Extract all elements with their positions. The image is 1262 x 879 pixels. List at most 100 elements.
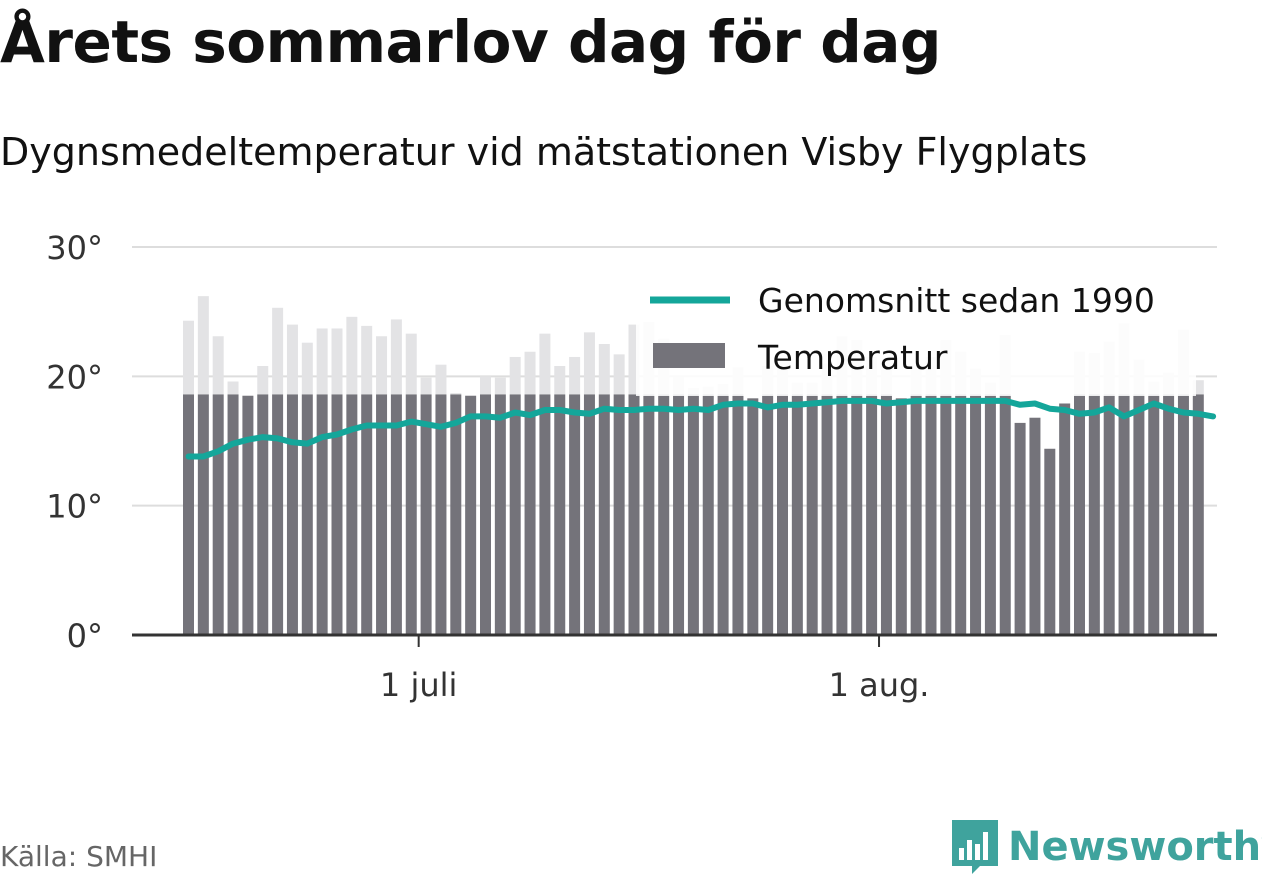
bar [955, 394, 967, 635]
bar-above-average [331, 328, 343, 395]
bar [301, 394, 313, 635]
bar [1059, 403, 1071, 635]
bar-above-average [583, 332, 595, 395]
bar [539, 394, 551, 635]
bar [762, 394, 774, 635]
bar [390, 394, 402, 635]
bar [732, 394, 744, 635]
bar [673, 394, 685, 635]
bar-above-average [197, 296, 209, 395]
legend-background [636, 276, 1196, 396]
bar [940, 394, 952, 635]
x-tick-label: 1 aug. [829, 666, 930, 704]
bar-above-average [420, 377, 432, 395]
bar [1074, 394, 1085, 635]
bar [1029, 417, 1041, 635]
bar [524, 394, 536, 635]
bar-above-average [212, 336, 224, 395]
bar [658, 394, 670, 635]
bar [925, 394, 937, 635]
bar-above-average [613, 354, 625, 395]
bar [598, 394, 610, 635]
average-line [185, 397, 1217, 460]
bar [984, 394, 996, 635]
bar [465, 395, 477, 635]
bar-above-average [494, 377, 506, 395]
bar [494, 394, 506, 635]
bar [316, 394, 328, 635]
chart-title: Årets sommarlov dag för dag [0, 8, 941, 76]
logo-wordmark: Newsworthy [1008, 824, 1262, 870]
bar-above-average [227, 381, 239, 395]
bar-above-average [554, 365, 566, 395]
bar-above-average [628, 324, 640, 395]
bar [717, 394, 729, 635]
bar-above-average [390, 319, 402, 395]
bar [1044, 448, 1056, 635]
bar-above-average [524, 351, 536, 395]
x-tick-label: 1 juli [380, 666, 457, 704]
bar [999, 394, 1011, 635]
bar [197, 394, 209, 635]
bar [1118, 394, 1130, 635]
bar-above-average [569, 356, 581, 395]
bar [1148, 394, 1160, 635]
bar-chart-logo-icon [952, 820, 998, 874]
bar-above-average [183, 320, 194, 395]
bar [687, 394, 699, 635]
average-line-layer [185, 397, 1217, 460]
bar [569, 394, 581, 635]
bar-above-average [286, 324, 298, 395]
bar [836, 394, 848, 635]
bar-above-average [361, 325, 373, 395]
newsworthy-logo: Newsworthy [950, 818, 1262, 876]
bar [1177, 394, 1189, 635]
bar [643, 394, 655, 635]
bar-above-average [509, 356, 521, 395]
bar-above-average [1192, 380, 1204, 395]
y-tick-label: 20° [46, 358, 103, 396]
bar-above-average [598, 344, 610, 395]
bar [509, 394, 521, 635]
bar [1014, 422, 1026, 635]
bar [910, 394, 922, 635]
legend-label-temperature: Temperatur [757, 338, 948, 377]
bar [361, 394, 373, 635]
bar [628, 394, 640, 635]
bar [613, 394, 625, 635]
bar [1192, 394, 1204, 635]
bar-above-average [480, 376, 491, 395]
bar [257, 394, 269, 635]
bar [1088, 394, 1100, 635]
bar-above-average [346, 316, 358, 395]
bar [272, 394, 284, 635]
bar-above-average [301, 342, 313, 395]
bar [821, 394, 833, 635]
bar [286, 394, 298, 635]
axes: 0° 10° 20° 30° 1 juli 1 aug. [46, 229, 1217, 704]
bar [583, 394, 595, 635]
bar-above-average [405, 333, 417, 395]
bar [435, 394, 447, 635]
bar [331, 394, 343, 635]
bar [970, 394, 982, 635]
bar [866, 394, 878, 635]
bar-above-average [272, 307, 284, 395]
bar [791, 394, 803, 635]
y-tick-label: 10° [46, 488, 103, 526]
y-tick-label: 0° [67, 617, 103, 655]
y-tick-label: 30° [46, 229, 103, 267]
bar [806, 394, 818, 635]
legend-swatch-temperature [653, 343, 725, 368]
bar [420, 394, 432, 635]
bar [1103, 394, 1115, 635]
bar [212, 394, 224, 635]
bar-above-average [450, 393, 462, 395]
bar [702, 394, 714, 635]
bar-above-average [376, 336, 388, 395]
legend: Genomsnitt sedan 1990 Temperatur [636, 276, 1196, 396]
legend-label-average: Genomsnitt sedan 1990 [758, 281, 1155, 320]
bar [747, 398, 759, 635]
bar-above-average [257, 365, 269, 395]
bar [376, 394, 388, 635]
